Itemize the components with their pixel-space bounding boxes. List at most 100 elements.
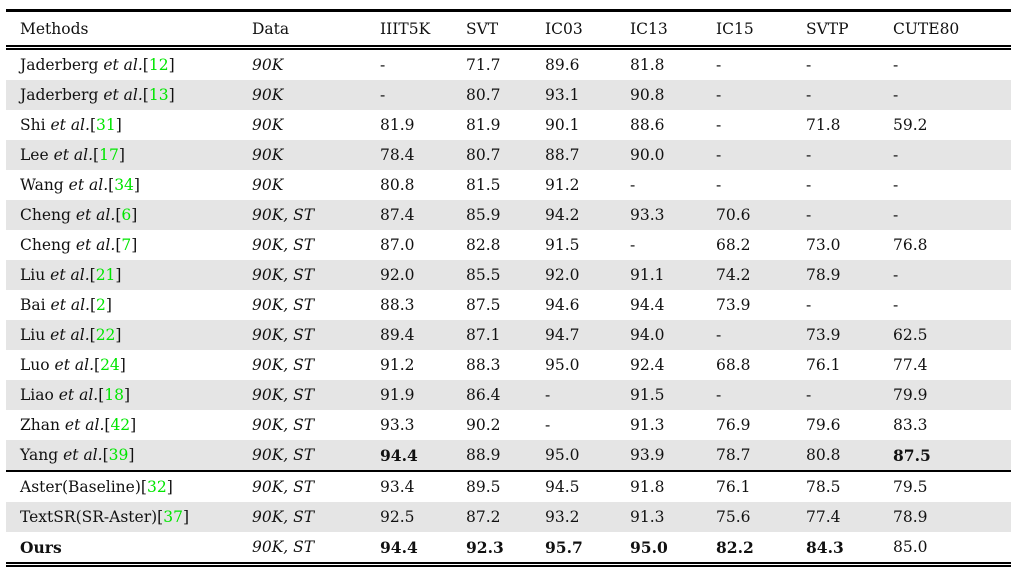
citation-link[interactable]: 13 <box>148 86 169 104</box>
table-row: Yang et al.[39] 90K, ST 94.4 88.9 95.0 93.9 78… <box>6 440 1011 471</box>
citation-bracket-open: [ <box>157 508 164 526</box>
et-al-label: et al. <box>70 206 116 224</box>
score-cell: 81.9 <box>380 116 415 134</box>
results-table: Methods Data IIIT5K SVT IC03 IC13 IC15 S… <box>6 9 1011 567</box>
citation-link[interactable]: 37 <box>163 508 183 526</box>
table-row: Jaderberg et al.[13] 90K - 80.7 93.1 90.8 - - - <box>6 80 1011 110</box>
score-cell: - <box>630 176 636 194</box>
table-row: Bai et al.[2] 90K, ST 88.3 87.5 94.6 94.4 73.9… <box>6 290 1011 320</box>
score-cell: 82.2 <box>716 537 754 557</box>
method-cell: Luo et al.[24] <box>6 350 238 380</box>
citation-link[interactable]: 24 <box>100 356 120 374</box>
data-cell: 90K, ST <box>252 206 315 224</box>
score-cell: 92.4 <box>630 356 665 374</box>
method-name: Shi <box>20 116 46 134</box>
citation-bracket-open: [ <box>94 356 101 374</box>
citation-link[interactable]: 42 <box>110 416 131 434</box>
score-cell: - <box>893 266 899 284</box>
score-cell: 94.4 <box>380 445 418 465</box>
method-name: Cheng <box>20 236 71 254</box>
citation-bracket-close: ] <box>168 56 175 74</box>
score-cell: 89.6 <box>545 56 580 74</box>
score-cell: 94.6 <box>545 296 580 314</box>
et-al-label: et al. <box>98 86 143 104</box>
score-cell: 78.9 <box>893 508 928 526</box>
score-cell: 73.9 <box>716 296 751 314</box>
score-cell: 80.8 <box>380 176 415 194</box>
score-cell: - <box>806 296 812 314</box>
score-cell: 93.3 <box>630 206 665 224</box>
score-cell: - <box>716 176 722 194</box>
method-cell: Cheng et al.[6] <box>6 200 238 230</box>
citation-link[interactable]: 39 <box>108 446 129 464</box>
score-cell: 71.7 <box>466 56 501 74</box>
score-cell: 79.9 <box>893 386 928 404</box>
score-cell: 94.2 <box>545 206 580 224</box>
citation-bracket-close: ] <box>182 508 190 526</box>
score-cell: 81.9 <box>466 116 501 134</box>
method-name: Jaderberg <box>20 86 99 104</box>
citation-link[interactable]: 18 <box>104 386 125 404</box>
score-cell: 87.5 <box>893 445 931 465</box>
citation-bracket-close: ] <box>115 266 122 284</box>
citation-link[interactable]: 31 <box>96 116 116 134</box>
table-row: Liu et al.[21] 90K, ST 92.0 85.5 92.0 91.1 74.… <box>6 260 1011 290</box>
score-cell: 95.0 <box>545 446 580 464</box>
score-cell: 85.5 <box>466 266 501 284</box>
table-row: Liu et al.[22] 90K, ST 89.4 87.1 94.7 94.0 - 73… <box>6 320 1011 350</box>
citation-bracket-close: ] <box>133 176 140 194</box>
citation-link[interactable]: 6 <box>121 206 132 224</box>
method-name: Liu <box>20 266 46 284</box>
data-cell: 90K, ST <box>252 266 315 284</box>
et-al-label: et al. <box>45 296 90 314</box>
citation-bracket-open: [ <box>108 176 115 194</box>
table-row: Cheng et al.[7] 90K, ST 87.0 82.8 91.5 - 68.2 7… <box>6 230 1011 260</box>
method-cell: Jaderberg et al.[12] <box>6 48 238 81</box>
score-cell: 75.6 <box>716 508 751 526</box>
score-cell: 95.0 <box>630 537 668 557</box>
score-cell: 88.6 <box>630 116 665 134</box>
score-cell: 77.4 <box>806 508 841 526</box>
data-cell: 90K, ST <box>252 446 315 464</box>
score-cell: 80.7 <box>466 146 501 164</box>
table-row: Shi et al.[31] 90K 81.9 81.9 90.1 88.6 - 71.8 59… <box>6 110 1011 140</box>
score-cell: 93.9 <box>630 446 665 464</box>
method-name: Yang <box>20 446 59 464</box>
table-row: TextSR(SR-Aster)[37] 90K, ST 92.5 87.2 93.2 9… <box>6 502 1011 532</box>
data-cell: 90K <box>252 146 284 164</box>
score-cell: 84.3 <box>806 537 844 557</box>
score-cell: 94.5 <box>545 478 580 496</box>
data-cell: 90K, ST <box>252 326 315 344</box>
citation-bracket-open: [ <box>115 236 122 254</box>
score-cell: 93.4 <box>380 478 415 496</box>
score-cell: 81.8 <box>630 56 665 74</box>
method-name: Ours <box>20 537 62 557</box>
score-cell: 91.8 <box>630 478 665 496</box>
score-cell: 92.3 <box>466 537 504 557</box>
column-header-svtp: SVTP <box>792 10 879 50</box>
citation-link[interactable]: 12 <box>148 56 169 74</box>
citation-link[interactable]: 34 <box>114 176 134 194</box>
table-row: Cheng et al.[6] 90K, ST 87.4 85.9 94.2 93.3 70… <box>6 200 1011 230</box>
method-cell: Liao et al.[18] <box>6 380 238 410</box>
citation-link[interactable]: 17 <box>99 146 119 164</box>
score-cell: - <box>716 326 722 344</box>
score-cell: - <box>893 86 899 104</box>
citation-link[interactable]: 22 <box>95 326 116 344</box>
score-cell: - <box>893 56 899 74</box>
citation-link[interactable]: 7 <box>121 236 132 254</box>
method-cell: Jaderberg et al.[13] <box>6 80 238 110</box>
citation-link[interactable]: 2 <box>96 296 106 314</box>
data-cell: 90K, ST <box>252 508 315 526</box>
table-row: Luo et al.[24] 90K, ST 91.2 88.3 95.0 92.4 68.… <box>6 350 1011 380</box>
score-cell: 62.5 <box>893 326 928 344</box>
score-cell: 91.2 <box>380 356 415 374</box>
score-cell: - <box>716 86 722 104</box>
score-cell: 95.0 <box>545 356 580 374</box>
citation-bracket-open: [ <box>98 386 105 404</box>
table-row: Jaderberg et al.[12] 90K - 71.7 89.6 81.8 - - - <box>6 48 1011 81</box>
method-cell: Liu et al.[21] <box>6 260 238 290</box>
citation-link[interactable]: 32 <box>146 478 167 496</box>
citation-link[interactable]: 21 <box>95 266 116 284</box>
data-cell: 90K, ST <box>252 386 315 404</box>
